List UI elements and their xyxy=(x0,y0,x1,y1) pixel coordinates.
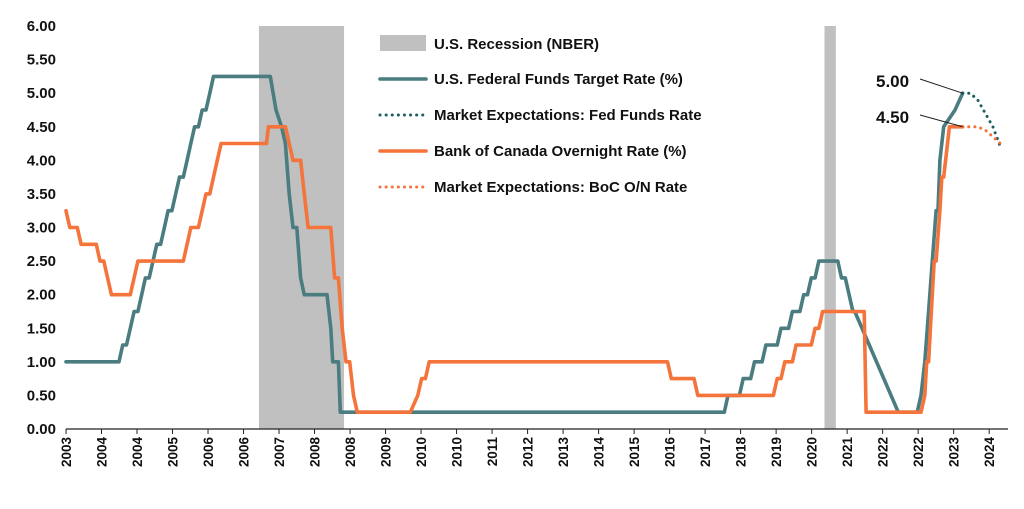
callouts: 5.00 4.50 xyxy=(876,72,963,128)
x-tick-label: 2014 xyxy=(592,437,607,468)
y-tick-label: 1.00 xyxy=(27,354,56,371)
x-tick-label: 2011 xyxy=(485,437,500,467)
y-tick-label: 5.50 xyxy=(27,52,56,69)
y-tick-label: 4.50 xyxy=(27,119,56,136)
x-tick-label: 2012 xyxy=(521,437,536,467)
x-tick-label: 2006 xyxy=(201,437,216,468)
x-tick-label: 2009 xyxy=(379,437,394,467)
series-line-2 xyxy=(64,125,965,414)
x-tick-label: 2010 xyxy=(414,437,429,467)
x-tick-label: 2022 xyxy=(876,437,891,467)
legend-label-2: Bank of Canada Overnight Rate (%) xyxy=(434,143,687,160)
x-tick-label: 2020 xyxy=(805,437,820,467)
x-tick-label: 2013 xyxy=(556,437,571,468)
axes: 0.00 0.50 1.00 1.50 2.00 2.50 3.00 3.50 4.00 4.50… xyxy=(27,18,1008,467)
legend-swatch-recession xyxy=(380,35,426,51)
x-tick-label: 2017 xyxy=(698,437,713,467)
x-tick-label: 2022 xyxy=(911,437,926,467)
x-tick-label: 2005 xyxy=(166,437,181,468)
legend-label-3: Market Expectations: BoC O/N Rate xyxy=(434,179,687,196)
x-tick-label: 2016 xyxy=(663,437,678,468)
legend: U.S. Recession (NBER) U.S. Federal Funds … xyxy=(378,35,702,196)
x-tick-label: 2018 xyxy=(734,437,749,468)
x-tick-label: 2007 xyxy=(272,437,287,467)
legend-label-1: Market Expectations: Fed Funds Rate xyxy=(434,107,702,124)
x-tick-label: 2008 xyxy=(343,437,358,468)
series-line-3 xyxy=(961,125,1002,145)
callout-leader-0 xyxy=(919,78,963,94)
x-tick-label: 2004 xyxy=(95,437,110,468)
x-tick-label: 2015 xyxy=(627,437,642,468)
x-tick-label: 2010 xyxy=(450,437,465,467)
callout-label-1: 4.50 xyxy=(876,108,909,127)
series-line-1 xyxy=(961,91,1002,149)
y-tick-label: 4.00 xyxy=(27,152,56,169)
y-tick-label: 6.00 xyxy=(27,18,56,35)
y-tick-label: 1.50 xyxy=(27,320,56,337)
y-tick-label: 3.50 xyxy=(27,186,56,203)
x-tick-label: 2019 xyxy=(769,437,784,467)
x-tick-label: 2024 xyxy=(982,437,997,468)
x-tick-label: 2008 xyxy=(308,437,323,468)
recession-band-1 xyxy=(824,26,836,429)
legend-label-recession: U.S. Recession (NBER) xyxy=(434,36,599,53)
legend-label-0: U.S. Federal Funds Target Rate (%) xyxy=(434,71,683,88)
y-tick-label: 3.00 xyxy=(27,220,56,237)
callout-leader-1 xyxy=(919,114,963,128)
series-lines xyxy=(64,74,1002,414)
callout-label-0: 5.00 xyxy=(876,72,909,91)
y-tick-label: 2.50 xyxy=(27,253,56,270)
x-tick-label: 2023 xyxy=(947,437,962,468)
x-tick-label: 2021 xyxy=(840,437,855,468)
y-tick-label: 0.00 xyxy=(27,421,56,438)
y-tick-label: 5.00 xyxy=(27,85,56,102)
y-tick-label: 0.50 xyxy=(27,387,56,404)
x-tick-label: 2004 xyxy=(130,437,145,468)
x-tick-label: 2003 xyxy=(59,437,74,468)
x-tick-label: 2006 xyxy=(237,437,252,468)
y-tick-label: 2.00 xyxy=(27,287,56,304)
